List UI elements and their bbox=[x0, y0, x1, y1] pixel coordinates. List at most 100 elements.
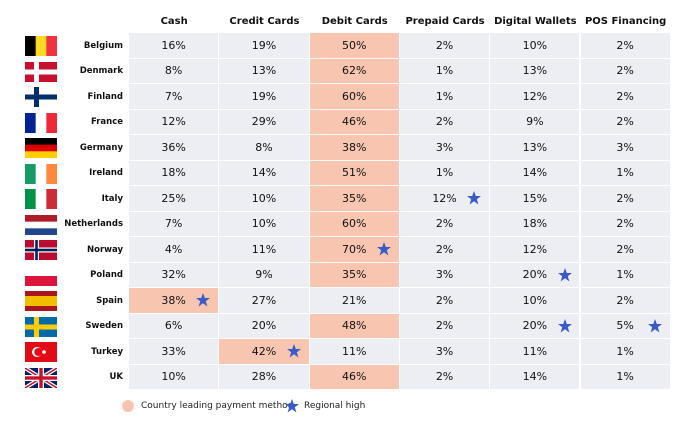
flag bbox=[25, 342, 57, 362]
table-cell: 10% bbox=[490, 33, 580, 58]
table-cell: 9% bbox=[490, 109, 580, 134]
legend-label: Regional high bbox=[304, 401, 366, 411]
column-header: Debit Cards bbox=[321, 16, 388, 27]
country-name: Spain bbox=[96, 295, 123, 306]
country-name: Turkey bbox=[91, 346, 123, 357]
table-cell: 8% bbox=[219, 135, 309, 160]
flag bbox=[25, 265, 57, 286]
table-cell: 3% bbox=[399, 339, 490, 364]
table-cell: 3% bbox=[399, 262, 490, 287]
country-name: Ireland bbox=[89, 168, 123, 179]
regional-high-star bbox=[286, 344, 301, 358]
flag bbox=[25, 87, 57, 107]
table-cell: 11% bbox=[219, 237, 309, 262]
flag bbox=[25, 291, 57, 311]
table-cell: 7% bbox=[129, 211, 219, 236]
table-cell: 2% bbox=[399, 211, 490, 236]
table-cell: 2% bbox=[399, 364, 490, 389]
table-cell: 2% bbox=[399, 288, 490, 313]
table-cell: 1% bbox=[580, 160, 670, 185]
table-cell: 18% bbox=[129, 160, 219, 185]
table-cell: 11% bbox=[490, 339, 580, 364]
table-cell: 14% bbox=[490, 160, 580, 185]
country-name: Netherlands bbox=[64, 219, 123, 230]
table-cell: 27% bbox=[219, 288, 309, 313]
country-name: Germany bbox=[79, 142, 123, 153]
flag bbox=[25, 316, 57, 337]
table-cell: 19% bbox=[219, 84, 309, 109]
country-name: Finland bbox=[87, 91, 123, 102]
table-cell: 6% bbox=[129, 313, 219, 338]
table-cell: 13% bbox=[490, 58, 580, 83]
table-cell: 1% bbox=[399, 84, 490, 109]
country-name: Poland bbox=[90, 270, 123, 281]
flag bbox=[25, 367, 57, 388]
table-cell: 10% bbox=[219, 211, 309, 236]
country-name: Norway bbox=[86, 244, 123, 255]
country-name: Denmark bbox=[79, 66, 123, 77]
table-cell: 35% bbox=[309, 262, 399, 287]
table-cell: 3% bbox=[399, 135, 490, 160]
table-cell: 2% bbox=[580, 237, 670, 262]
country-name: Italy bbox=[101, 193, 123, 204]
table-cell: 60% bbox=[309, 84, 399, 109]
table-cell: 11% bbox=[309, 339, 399, 364]
legend-label: Country leading payment method bbox=[141, 401, 294, 411]
table-cell: 4% bbox=[129, 237, 219, 262]
table-cell: 38% bbox=[309, 135, 399, 160]
table-cell: 32% bbox=[129, 262, 219, 287]
table-cell: 29% bbox=[219, 109, 309, 134]
table-cell: 2% bbox=[399, 109, 490, 134]
regional-high-star bbox=[557, 318, 572, 332]
table-cell: 16% bbox=[129, 33, 219, 58]
table-cell: 42% bbox=[219, 339, 309, 364]
regional-high-star bbox=[467, 191, 482, 205]
table-cell: 12% bbox=[129, 109, 219, 134]
table-cell: 62% bbox=[309, 58, 399, 83]
table-cell: 1% bbox=[580, 339, 670, 364]
table-cell: 13% bbox=[219, 58, 309, 83]
flag bbox=[25, 112, 57, 133]
table-cell: 10% bbox=[490, 288, 580, 313]
table-cell: 1% bbox=[580, 364, 670, 389]
table-cell: 12% bbox=[490, 84, 580, 109]
table-cell: 48% bbox=[309, 313, 399, 338]
table-cell: 3% bbox=[580, 135, 670, 160]
flag bbox=[25, 138, 57, 158]
table-cell: 7% bbox=[129, 84, 219, 109]
table-cell: 50% bbox=[309, 33, 399, 58]
country-name: Sweden bbox=[85, 321, 123, 332]
table-cell: 46% bbox=[309, 364, 399, 389]
table-cell: 10% bbox=[219, 186, 309, 211]
table-cell: 12% bbox=[490, 237, 580, 262]
table-cell: 20% bbox=[490, 262, 580, 287]
table-cell: 1% bbox=[399, 160, 490, 185]
table-cell: 2% bbox=[580, 211, 670, 236]
column-header: Digital Wallets bbox=[494, 16, 577, 27]
table-cell: 2% bbox=[399, 33, 490, 58]
table-cell: 21% bbox=[309, 288, 399, 313]
table-cell: 36% bbox=[129, 135, 219, 160]
table-cell: 1% bbox=[399, 58, 490, 83]
table-cell: 9% bbox=[219, 262, 309, 287]
table-cell: 2% bbox=[580, 288, 670, 313]
table-cell: 1% bbox=[580, 262, 670, 287]
column-header: Cash bbox=[160, 16, 188, 27]
table-cell: 2% bbox=[399, 237, 490, 262]
table-cell: 14% bbox=[219, 160, 309, 185]
table-cell: 18% bbox=[490, 211, 580, 236]
table-cell: 10% bbox=[129, 364, 219, 389]
country-name: UK bbox=[109, 372, 124, 383]
table-cell: 14% bbox=[490, 364, 580, 389]
flag bbox=[25, 36, 57, 56]
flag bbox=[25, 61, 57, 82]
table-cell: 2% bbox=[399, 313, 490, 338]
flag bbox=[25, 214, 57, 235]
country-name: France bbox=[90, 117, 123, 128]
regional-high-star bbox=[196, 293, 211, 307]
column-header: Credit Cards bbox=[229, 16, 300, 27]
table-cell: 2% bbox=[580, 33, 670, 58]
legend-swatch bbox=[122, 400, 134, 412]
table-cell: 15% bbox=[490, 186, 580, 211]
